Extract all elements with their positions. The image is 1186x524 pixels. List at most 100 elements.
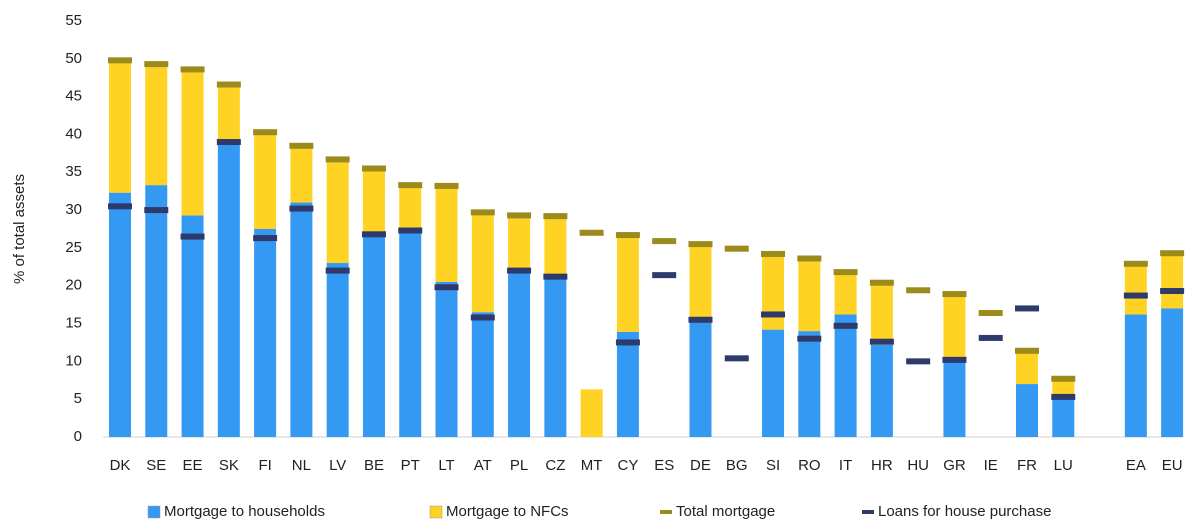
bar-segment: [762, 329, 785, 437]
x-tick-label: LT: [438, 457, 454, 474]
bar-segment: [254, 229, 277, 437]
bar-segment: [870, 344, 893, 437]
marker: [180, 233, 205, 240]
marker: [1160, 288, 1185, 295]
y-tick-label: 40: [65, 125, 82, 142]
bar-segment: [943, 361, 966, 437]
bar-segment: [508, 215, 531, 271]
marker: [833, 322, 858, 329]
marker: [1051, 393, 1076, 400]
marker: [325, 156, 350, 163]
bar-segment: [435, 281, 458, 437]
marker: [1051, 375, 1076, 382]
y-tick-label: 15: [65, 315, 82, 332]
x-tick-label: IT: [839, 457, 852, 474]
marker: [652, 272, 677, 279]
bar-segment: [217, 84, 240, 143]
y-tick-label: 30: [65, 201, 82, 218]
x-tick-label: EE: [183, 457, 203, 474]
marker: [289, 142, 314, 149]
marker: [688, 241, 713, 248]
marker: [869, 338, 894, 345]
bar-segment: [544, 216, 567, 275]
marker: [108, 57, 132, 64]
y-tick-label: 0: [74, 428, 82, 445]
marker: [507, 212, 532, 219]
bar-segment: [1052, 399, 1075, 437]
bar-segment: [290, 202, 313, 437]
y-tick-label: 20: [65, 277, 82, 294]
marker: [797, 335, 822, 342]
marker: [906, 358, 931, 365]
x-tick-label: SK: [219, 457, 239, 474]
y-tick-label: 55: [65, 12, 82, 29]
x-tick-label: AT: [474, 457, 492, 474]
bar-segment: [580, 389, 603, 437]
bar-segment: [834, 272, 857, 315]
marker: [361, 165, 386, 172]
marker: [325, 267, 350, 274]
bar-segment: [326, 263, 349, 437]
legend-label: Mortgage to households: [164, 503, 325, 520]
marker: [761, 311, 786, 318]
bar-segment: [616, 235, 639, 332]
bar-segment: [943, 294, 966, 362]
marker: [869, 279, 894, 286]
marker: [942, 356, 967, 363]
x-tick-label: GR: [943, 457, 966, 474]
marker: [1123, 292, 1148, 299]
legend-swatch: [147, 505, 161, 519]
bar-segment: [399, 185, 422, 231]
marker: [978, 334, 1003, 341]
bar-segment: [798, 331, 821, 437]
marker: [579, 229, 604, 236]
marker: [543, 273, 568, 280]
bar-segment: [616, 331, 639, 437]
bar-segment: [689, 317, 712, 437]
legend-swatch: [660, 510, 672, 514]
marker: [906, 287, 931, 294]
bar-segment: [145, 185, 168, 437]
marker: [216, 81, 241, 88]
marker: [361, 231, 386, 238]
bar-segment: [362, 168, 385, 233]
marker: [1015, 305, 1039, 312]
marker: [1160, 250, 1185, 257]
marker: [942, 291, 967, 298]
bar-segment: [109, 60, 131, 193]
legend-swatch: [862, 510, 874, 514]
marker: [688, 316, 713, 323]
y-tick-label: 50: [65, 50, 82, 67]
marker: [1123, 260, 1148, 267]
x-tick-label: CY: [617, 457, 638, 474]
bar-segment: [471, 312, 494, 437]
x-tick-label: DK: [110, 457, 131, 474]
marker: [108, 203, 132, 210]
bar-segment: [798, 258, 821, 332]
x-tick-label: RO: [798, 457, 821, 474]
marker: [144, 207, 169, 214]
bar-segment: [254, 132, 277, 229]
x-tick-label: IE: [984, 457, 998, 474]
marker: [180, 66, 205, 73]
bar-segment: [181, 215, 204, 437]
bar-segment: [1161, 308, 1184, 437]
marker: [761, 250, 786, 257]
marker: [470, 314, 495, 321]
bar-segment: [1016, 384, 1038, 437]
x-tick-label: SE: [146, 457, 166, 474]
marker: [615, 232, 640, 239]
marker: [253, 235, 278, 242]
marker: [216, 139, 241, 146]
marker: [398, 227, 423, 234]
bar-segment: [1161, 253, 1184, 309]
y-axis-label: % of total assets: [11, 174, 28, 284]
bar-segment: [145, 64, 168, 186]
bar-segment: [181, 69, 204, 216]
bar-segment: [1016, 350, 1038, 385]
marker: [833, 269, 858, 276]
marker: [144, 61, 169, 68]
bar-segment: [435, 185, 458, 282]
x-tick-label: FR: [1017, 457, 1037, 474]
x-tick-label: HR: [871, 457, 893, 474]
